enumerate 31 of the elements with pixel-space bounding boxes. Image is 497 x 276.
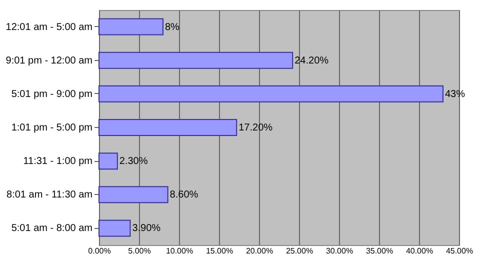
bar (98, 152, 118, 170)
x-tick-label: 30.00% (326, 246, 354, 256)
data-label: 3.90% (132, 223, 161, 234)
bar (98, 18, 164, 36)
bar (98, 220, 131, 237)
data-label: 24.20% (294, 55, 329, 66)
x-tick-label: 25.00% (286, 246, 314, 256)
bar (98, 186, 168, 204)
x-tick-label: 35.00% (366, 246, 394, 256)
y-tick-label: 8:01 am - 11:30 am (6, 190, 92, 201)
bar (98, 119, 238, 136)
x-tick-label: 15.00% (206, 246, 234, 256)
y-tick-label: 5:01 am - 8:00 am (11, 223, 92, 234)
y-tick-label: 12:01 am - 5:00 am (6, 22, 92, 33)
y-tick-label: 11:31 - 1:00 pm (23, 156, 92, 168)
data-label: 8% (165, 22, 180, 33)
bar (98, 85, 444, 102)
data-label: 43% (445, 88, 466, 100)
x-tick-label: 0.00% (88, 246, 111, 256)
data-label: 17.20% (238, 122, 273, 134)
x-tick-label: 20.00% (246, 246, 274, 256)
x-tick-label: 5.00% (128, 246, 151, 256)
bar (98, 52, 294, 69)
x-tick-label: 10.00% (166, 246, 194, 256)
x-tick-label: 40.00% (406, 246, 434, 256)
y-tick-label: 5:01 pm - 9:00 pm (11, 88, 92, 100)
y-tick-label: 1:01 pm - 5:00 pm (11, 122, 92, 134)
data-label: 8.60% (170, 190, 198, 201)
data-label: 2.30% (119, 156, 148, 168)
y-tick-label: 9:01 pm - 12:00 am (6, 55, 92, 66)
x-tick-label: 45.00% (446, 246, 474, 256)
